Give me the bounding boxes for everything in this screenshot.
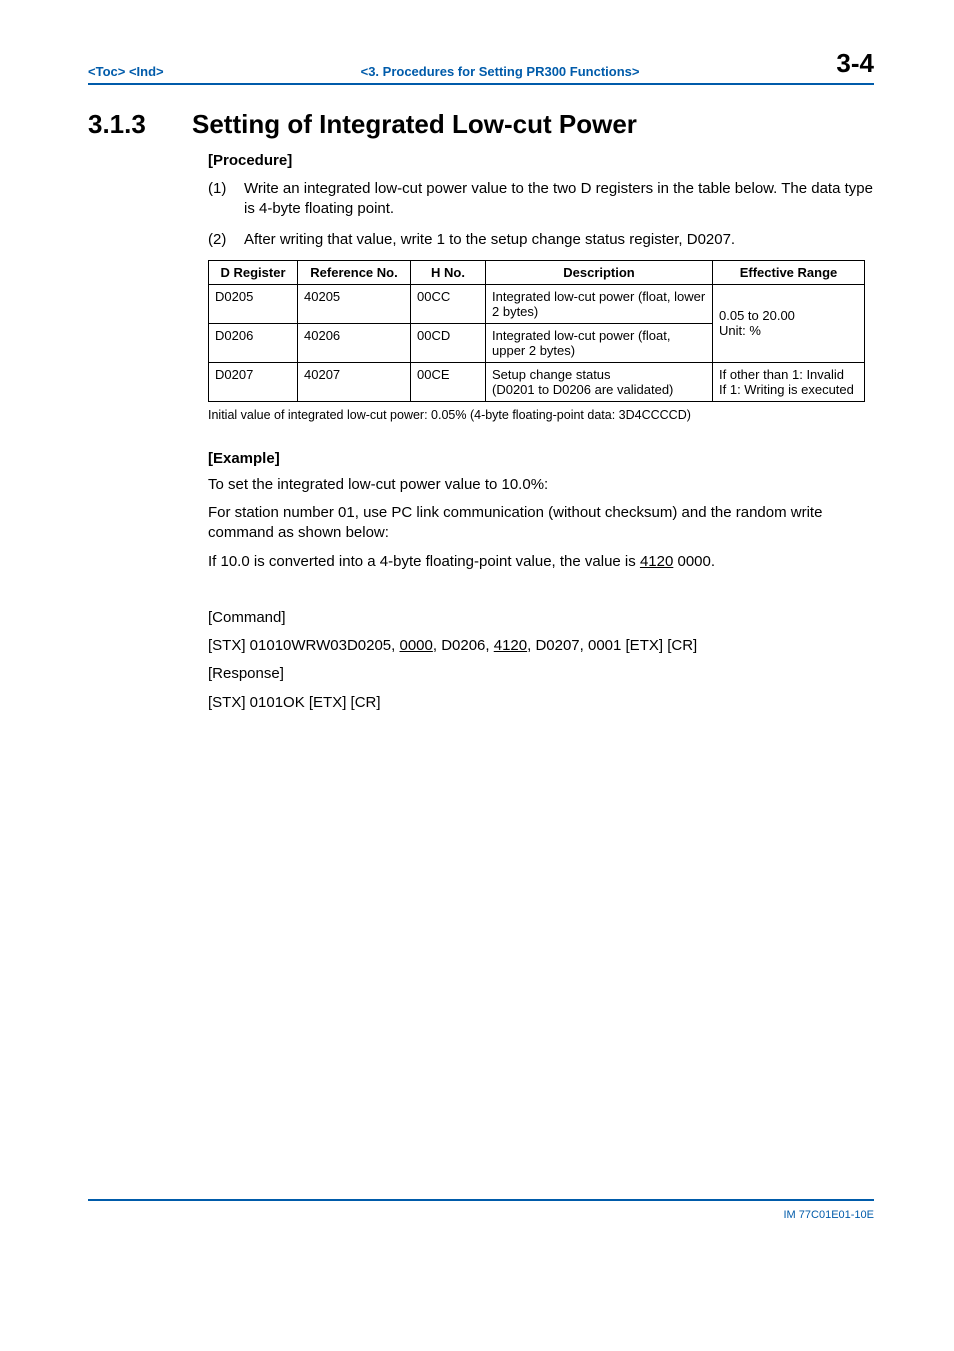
step-number: (1) [208,179,244,220]
cell-desc: Integrated low-cut power (float, lower 2… [486,284,713,323]
section-heading: 3.1.3Setting of Integrated Low-cut Power [88,109,874,140]
cell-ref: 40207 [298,362,411,401]
cell-hno: 00CC [411,284,486,323]
table-row: D0205 40205 00CC Integrated low-cut powe… [209,284,865,323]
step-text: Write an integrated low-cut power value … [244,179,874,220]
section-number: 3.1.3 [88,109,192,140]
cell-desc: Integrated low-cut power (float, upper 2… [486,323,713,362]
response-text: [STX] 0101OK [ETX] [CR] [208,693,874,713]
th-refno: Reference No. [298,260,411,284]
example-heading: [Example] [208,450,874,467]
footer-doc-id: IM 77C01E01-10E [784,1209,875,1221]
procedure-step: (2) After writing that value, write 1 to… [208,230,874,250]
cell-hno: 00CD [411,323,486,362]
cell-desc: Setup change status (D0201 to D0206 are … [486,362,713,401]
toc-link[interactable]: <Toc> [88,64,125,79]
text: If 10.0 is converted into a 4-byte float… [208,553,640,570]
th-dregister: D Register [209,260,298,284]
table-row: D0207 40207 00CE Setup change status (D0… [209,362,865,401]
step-text: After writing that value, write 1 to the… [244,230,735,250]
command-text: [STX] 01010WRW03D0205, 0000, D0206, 4120… [208,636,874,656]
cell-range: If other than 1: Invalid If 1: Writing i… [713,362,865,401]
th-range: Effective Range [713,260,865,284]
procedure-heading: [Procedure] [208,152,874,169]
th-hno: H No. [411,260,486,284]
range-line1: 0.05 to 20.00 [719,308,795,323]
cell-ref: 40206 [298,323,411,362]
chapter-reference: <3. Procedures for Setting PR300 Functio… [164,64,837,79]
page: <Toc> <Ind> <3. Procedures for Setting P… [0,0,954,1351]
text: 0000. [673,553,715,570]
hex-value: 4120 [494,637,527,654]
command-label: [Command] [208,608,874,628]
page-header: <Toc> <Ind> <3. Procedures for Setting P… [88,48,874,85]
cell-dreg: D0206 [209,323,298,362]
cell-dreg: D0205 [209,284,298,323]
register-table: D Register Reference No. H No. Descripti… [208,260,865,402]
text: [STX] 01010WRW03D0205, [208,637,399,654]
ind-link[interactable]: <Ind> [129,64,164,79]
step-number: (2) [208,230,244,250]
hex-value: 0000 [399,637,432,654]
footer-divider [88,1199,874,1201]
example-line: If 10.0 is converted into a 4-byte float… [208,552,874,572]
cell-hno: 00CE [411,362,486,401]
cell-ref: 40205 [298,284,411,323]
text: , D0207, 0001 [ETX] [CR] [527,637,697,654]
text: , D0206, [433,637,494,654]
example-line: For station number 01, use PC link commu… [208,503,874,544]
cell-dreg: D0207 [209,362,298,401]
initial-value-note: Initial value of integrated low-cut powe… [208,408,874,422]
page-number: 3-4 [836,48,874,79]
header-left: <Toc> <Ind> [88,64,164,79]
cell-range-group: 0.05 to 20.00 Unit: % [713,284,865,362]
procedure-step: (1) Write an integrated low-cut power va… [208,179,874,220]
example-line: To set the integrated low-cut power valu… [208,475,874,495]
th-description: Description [486,260,713,284]
table-header-row: D Register Reference No. H No. Descripti… [209,260,865,284]
section-title-text: Setting of Integrated Low-cut Power [192,109,637,139]
range-line2: Unit: % [719,323,761,338]
response-label: [Response] [208,664,874,684]
hex-value: 4120 [640,553,673,570]
